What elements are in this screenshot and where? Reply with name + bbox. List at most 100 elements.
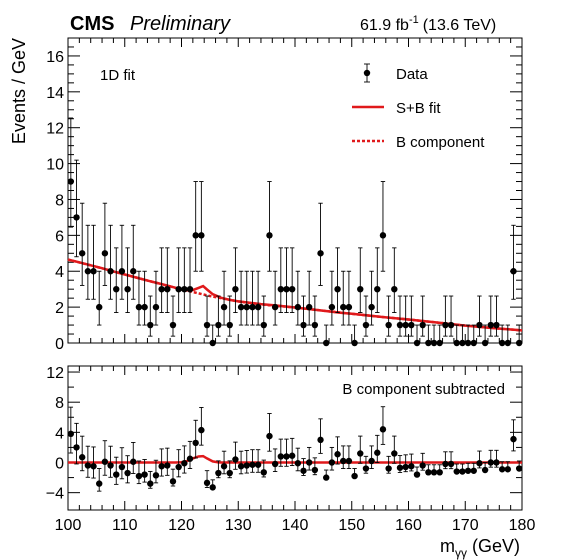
ratio-y-tick-label: 4 [55,425,64,442]
ratio-data-point [481,466,489,474]
ratio-data-point [374,449,381,456]
data-point [419,321,426,329]
ratio-panel: −4 0 4 8 12 100 110 120 130 140 150 160 170 180 mγγ (G… [46,365,536,560]
ratio-y-tick-label: −4 [46,486,64,503]
ratio-data-point [351,472,358,480]
ratio-annotation: B component subtracted [342,381,505,398]
ratio-data-point [498,466,506,473]
ratio-data-point [203,479,211,487]
ratio-data-point [232,456,239,463]
main-y-tick-label: 4 [55,264,64,281]
ratio-data-point [288,452,296,459]
ratio-data-point [493,459,500,466]
ratio-y-tick-label: 0 [55,456,64,473]
data-point [226,321,233,329]
ratio-data-point [425,469,432,476]
data-point [436,339,443,347]
ratio-data-point [147,480,154,487]
data-point [402,321,409,329]
data-point [447,321,455,329]
data-point [368,303,375,311]
data-point [101,250,109,257]
ratio-data-point [317,436,324,444]
ratio-data-point [459,468,466,475]
ratio-data-point [413,471,421,478]
data-point [158,285,165,293]
data-point [294,303,302,311]
data-point [118,268,126,275]
data-point [288,285,296,293]
data-point [470,339,477,347]
ratio-data-point [510,435,517,443]
x-tick-label: 160 [395,517,422,534]
main-y-tick-label: 8 [55,192,64,209]
data-point [413,339,421,347]
ratio-data-point [504,466,512,473]
status-label: Preliminary [130,13,231,35]
ratio-data-point [118,463,126,471]
data-point [487,321,494,329]
data-point [254,303,262,311]
ratio-data-point [476,460,483,467]
main-annotation: 1D fit [100,67,136,84]
ratio-data-point [294,460,302,467]
ratio-data-point [385,465,392,472]
data-point [323,339,330,347]
main-y-tick-label: 16 [46,49,64,66]
ratio-y-tick-label: 8 [55,395,64,412]
main-y-axis-label: Events / GeV [9,38,29,144]
data-point [215,321,222,329]
ratio-data-point [113,471,120,478]
data-point [249,303,256,311]
ratio-data-point [323,474,330,481]
ratio-data-point [124,469,131,477]
ratio-data-point [209,484,216,491]
main-y-tick-label: 10 [46,157,64,174]
main-plot-frame [67,37,523,344]
ratio-data-point [368,457,375,465]
data-point [351,339,358,347]
ratio-data-point [402,463,409,471]
ratio-data-point [283,453,290,460]
main-y-tick-label: 14 [46,85,64,102]
ratio-data-point [328,459,336,466]
data-point [481,339,489,347]
data-point [209,339,216,347]
data-point [459,339,466,347]
ratio-data-point [152,472,160,479]
ratio-y-tick-label: 12 [46,365,64,382]
data-point [305,303,313,311]
data-point [90,268,97,275]
ratio-data-point [78,454,86,461]
data-point [311,321,319,329]
x-tick-label: 140 [282,517,309,534]
data-point [476,321,483,329]
ratio-data-point [164,462,171,469]
ratio-data-point [192,439,199,447]
ratio-data-point [391,450,398,457]
data-point [198,232,205,239]
ratio-data-point [345,457,353,465]
data-point [130,268,137,275]
ratio-data-point [362,465,370,472]
data-point [192,232,199,239]
data-point [283,285,290,293]
ratio-data-point [181,460,188,467]
ratio-data-point [107,462,114,469]
data-point [362,321,370,329]
data-point [328,303,336,311]
ratio-data-point [266,432,273,440]
data-point [73,214,80,221]
x-tick-label: 110 [112,517,138,534]
ratio-data-point [96,480,103,487]
data-point [107,268,114,275]
x-axis-label: mγγ (GeV) [440,536,520,560]
ratio-data-point [334,451,341,458]
ratio-data-point [198,426,205,434]
x-tick-label: 100 [55,517,82,534]
ratio-data-point [249,461,256,468]
legend-marker-dot [363,69,371,77]
main-y-tick-label: 6 [55,228,64,245]
ratio-data-point [277,453,285,460]
